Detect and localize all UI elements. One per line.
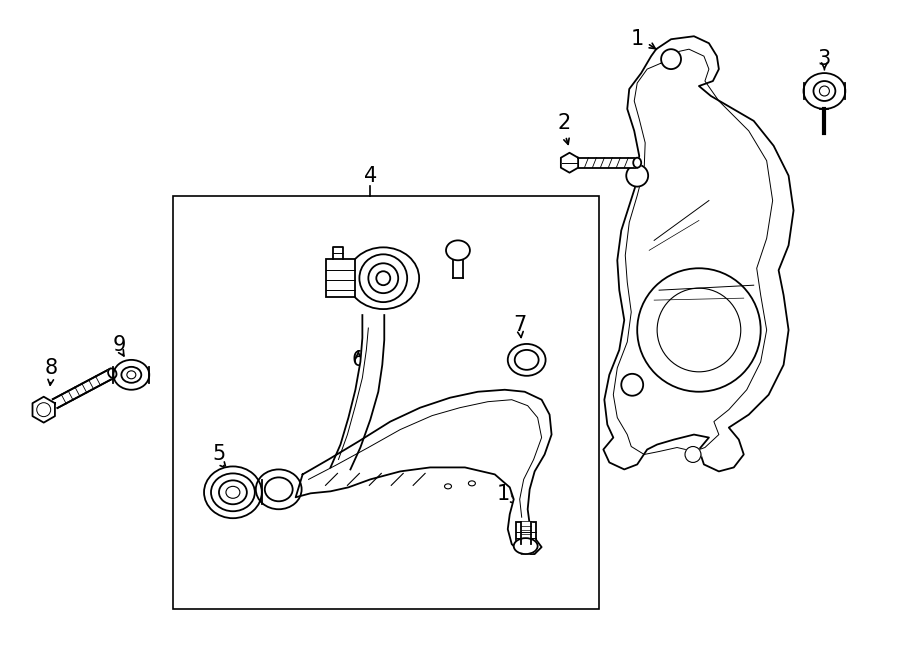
Ellipse shape <box>204 467 262 518</box>
Ellipse shape <box>819 86 830 96</box>
Ellipse shape <box>634 158 641 168</box>
Ellipse shape <box>256 469 302 509</box>
Text: 4: 4 <box>364 166 377 186</box>
Ellipse shape <box>446 241 470 260</box>
Circle shape <box>626 165 648 186</box>
Polygon shape <box>32 397 55 422</box>
Polygon shape <box>603 36 794 471</box>
Polygon shape <box>561 153 578 173</box>
Text: 9: 9 <box>112 335 126 355</box>
Text: 10: 10 <box>497 485 523 504</box>
Polygon shape <box>53 369 114 408</box>
Text: 2: 2 <box>558 113 572 133</box>
Text: 6: 6 <box>352 350 365 370</box>
Text: 1: 1 <box>631 29 644 49</box>
Polygon shape <box>296 390 552 554</box>
Text: 3: 3 <box>818 49 831 69</box>
Text: 7: 7 <box>513 315 526 335</box>
Circle shape <box>637 268 760 392</box>
Bar <box>580 158 637 168</box>
Polygon shape <box>453 260 463 278</box>
Bar <box>516 522 536 544</box>
Ellipse shape <box>127 371 136 379</box>
Ellipse shape <box>108 368 116 378</box>
Ellipse shape <box>514 538 537 554</box>
Polygon shape <box>330 315 384 469</box>
Ellipse shape <box>522 356 532 364</box>
Circle shape <box>662 49 681 69</box>
Ellipse shape <box>508 344 545 376</box>
Ellipse shape <box>113 360 149 390</box>
Text: 5: 5 <box>212 444 226 465</box>
Ellipse shape <box>804 73 845 109</box>
Bar <box>326 259 356 297</box>
Text: 8: 8 <box>45 358 58 378</box>
Circle shape <box>621 374 644 396</box>
Bar <box>173 196 599 609</box>
Circle shape <box>685 447 701 463</box>
Ellipse shape <box>226 486 240 498</box>
Ellipse shape <box>347 247 419 309</box>
Polygon shape <box>521 522 531 544</box>
